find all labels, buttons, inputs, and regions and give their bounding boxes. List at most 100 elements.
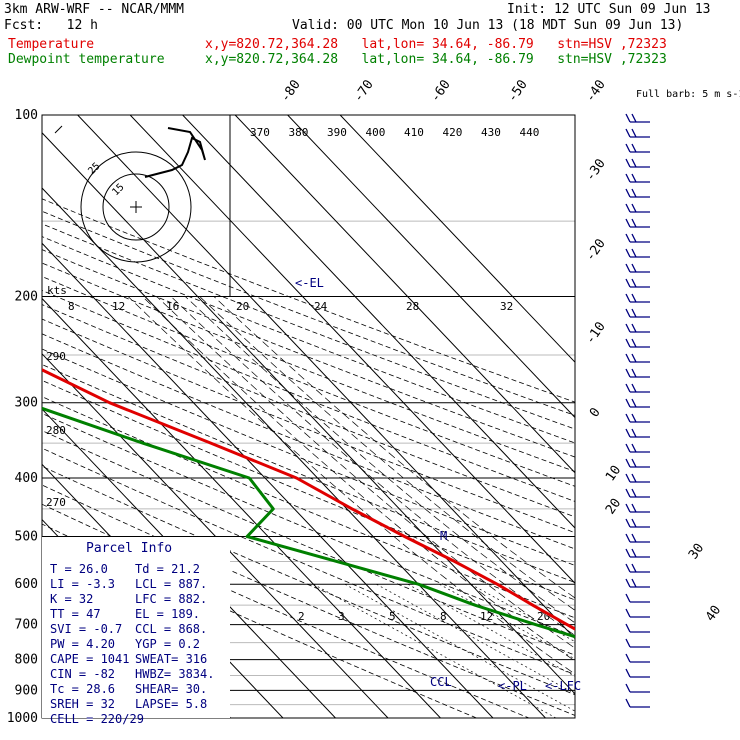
- forecast-hour: Fcst: 12 h: [4, 18, 98, 33]
- wind-barb-flag: [631, 458, 637, 468]
- wind-barb-flag: [625, 608, 631, 618]
- wind-barb-flag: [631, 323, 637, 333]
- parcel-info-cell: LI = -3.3: [50, 577, 115, 591]
- wind-barb-flag: [631, 443, 637, 453]
- dry-adiabat: [42, 447, 575, 676]
- wind-barb-flag: [625, 248, 631, 258]
- mixing-ratio-line: [344, 583, 575, 712]
- mixing-ratio-label: 24: [314, 300, 328, 313]
- hodograph: 25 15 kts: [47, 115, 231, 297]
- theta-label: 410: [404, 126, 424, 139]
- isotherm-label: -10: [583, 319, 609, 347]
- annotation-m: M: [440, 529, 447, 543]
- mixing-ratio-label: 5: [389, 610, 396, 623]
- isotherm-label: -60: [428, 77, 454, 105]
- isotherm-label: 10: [603, 463, 624, 484]
- wind-barb-flag: [625, 428, 631, 438]
- wind-barb-flag: [625, 353, 631, 363]
- wind-barb-flag: [631, 113, 637, 123]
- dry-adiabat: [42, 236, 575, 444]
- isotherm: [42, 187, 547, 718]
- wind-barb-flag: [631, 488, 637, 498]
- wind-barb-flag: [631, 368, 637, 378]
- wind-barb-flag: [631, 203, 637, 213]
- mixing-ratio-label: 12: [480, 610, 493, 623]
- pressure-label: 900: [15, 683, 38, 698]
- theta-labels: 370 380 390 400 410 420 430 440 290 280 270: [46, 126, 539, 509]
- hodograph-ring-inner: [102, 173, 170, 241]
- wind-barb-flag: [625, 443, 631, 453]
- wind-barb-flag: [625, 578, 631, 588]
- mixing-ratio-label: 2: [298, 610, 305, 623]
- dry-adiabat: [42, 318, 575, 534]
- temperature-profile: [42, 368, 575, 631]
- wind-barb-flag: [631, 173, 637, 183]
- parcel-info-cell: CELL = 220/29: [50, 712, 144, 726]
- model-title: 3km ARW-WRF -- NCAR/MMM: [4, 2, 185, 17]
- parcel-info-cell: CIN = -82: [50, 667, 115, 681]
- parcel-info-cell: SHEAR= 30.: [135, 682, 207, 696]
- pressure-label: 1000: [7, 711, 38, 726]
- isotherm-right-labels: -30 -20 -10 0 10 20 30 40: [583, 156, 724, 624]
- parcel-info-cell: LFC = 882.: [135, 592, 207, 606]
- parcel-info-cell: EL = 189.: [135, 607, 200, 621]
- hodograph-ring-label: 25: [86, 161, 102, 177]
- temperature-location: x,y=820.72,364.28 lat,lon= 34.64, -86.79…: [205, 37, 667, 52]
- wind-barb-flag: [625, 218, 631, 228]
- wind-barb-flag: [625, 623, 631, 633]
- pressure-label: 400: [15, 471, 38, 486]
- isotherm-top-labels: -80 -70 -60 -50 -40: [278, 77, 609, 105]
- pressure-label: 600: [15, 577, 38, 592]
- wind-barb-flag: [625, 563, 631, 573]
- parcel-info-cell: PW = 4.20: [50, 637, 115, 651]
- parcel-info-cell: HWBZ= 3834.: [135, 667, 214, 681]
- wind-barb-flag: [625, 698, 631, 708]
- parcel-info-cell: CCL = 868.: [135, 622, 207, 636]
- wind-barb-flag: [631, 473, 637, 483]
- pressure-label: 800: [15, 653, 38, 668]
- isotherm: [339, 115, 575, 363]
- dewpoint-profile: [42, 406, 575, 639]
- wind-barb-flag: [631, 128, 637, 138]
- isotherm-label: 20: [603, 496, 624, 517]
- wind-barbs: [625, 113, 650, 708]
- isotherm-label: -80: [278, 77, 304, 105]
- pressure-label: 700: [15, 618, 38, 633]
- wind-barb-flag: [631, 353, 637, 363]
- isotherm: [129, 115, 575, 584]
- moist-adiabat: [142, 296, 575, 662]
- parcel-info-box: Parcel Info T = 26.0 Td = 21.2 LI = -3.3 LCL…: [42, 537, 230, 726]
- hodograph-tick: [54, 125, 63, 134]
- mixing-ratio-label: 28: [406, 300, 419, 313]
- hodograph-trace: [144, 127, 206, 178]
- wind-barb-flag: [625, 338, 631, 348]
- wind-barb-flag: [631, 518, 637, 528]
- wind-barb-flag: [625, 653, 631, 663]
- parcel-info-cell: SVI = -0.7: [50, 622, 122, 636]
- pressure-label: 300: [15, 396, 38, 411]
- isotherm-label: -20: [583, 236, 609, 264]
- wind-barb-flag: [631, 548, 637, 558]
- moist-adiabat: [170, 296, 575, 636]
- isotherm: [42, 353, 389, 718]
- parcel-info-cell: SREH = 32: [50, 697, 115, 711]
- wind-barb-flag: [625, 278, 631, 288]
- dry-adiabat: [42, 396, 575, 619]
- moist-adiabat: [213, 296, 575, 599]
- wind-barb-flag: [625, 533, 631, 543]
- theta-label: 270: [46, 496, 66, 509]
- mixing-ratio-label: 16: [166, 300, 179, 313]
- dry-adiabat: [42, 198, 575, 403]
- moist-adiabat: [156, 296, 575, 649]
- mixing-ratio-label: 12: [112, 300, 125, 313]
- wind-barb-flag: [631, 248, 637, 258]
- isotherm-label: -30: [583, 156, 609, 184]
- dry-adiabat: [42, 364, 575, 583]
- wind-barb-flag: [631, 308, 637, 318]
- annotation-pl: <-PL: [498, 679, 527, 693]
- init-time: Init: 12 UTC Sun 09 Jun 13: [507, 2, 711, 17]
- hodograph-ring-outer: [80, 151, 192, 263]
- theta-label: 430: [481, 126, 501, 139]
- mixing-ratio-label: 3: [338, 610, 345, 623]
- isotherm: [42, 242, 494, 718]
